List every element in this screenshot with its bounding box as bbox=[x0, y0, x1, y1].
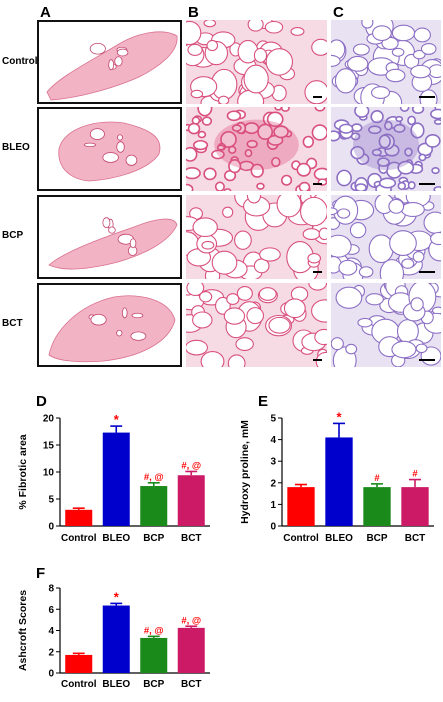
y-tick-label: 8 bbox=[48, 584, 54, 595]
scale-bar bbox=[313, 271, 322, 273]
x-tick-label-control: Control bbox=[61, 533, 97, 544]
scale-bar bbox=[419, 359, 435, 361]
bar-bct bbox=[177, 475, 205, 526]
y-tick-label: 0 bbox=[48, 522, 54, 533]
significance-label: # bbox=[412, 469, 418, 480]
lung-section-thumbnail-icon bbox=[39, 109, 180, 189]
significance-label: #, @ bbox=[144, 625, 164, 636]
y-tick-label: 6 bbox=[48, 605, 54, 616]
panel-label-d: D bbox=[36, 393, 47, 410]
micrograph-c-1 bbox=[331, 20, 441, 104]
significance-label: #, @ bbox=[181, 615, 201, 626]
bar-control bbox=[65, 509, 93, 526]
y-tick-label: 20 bbox=[43, 414, 55, 425]
bar-bleo bbox=[325, 437, 353, 526]
bar-bct bbox=[177, 627, 205, 673]
trichrome-stain-micrograph-icon bbox=[331, 20, 441, 104]
row-label-bleo: BLEO bbox=[2, 142, 30, 153]
row-label-control: Control bbox=[2, 56, 38, 67]
he-stain-micrograph-icon bbox=[186, 195, 327, 279]
scale-bar bbox=[419, 271, 435, 273]
x-tick-label-control: Control bbox=[61, 679, 97, 690]
y-tick-label: 5 bbox=[270, 414, 276, 425]
y-tick-label: 15 bbox=[43, 441, 55, 452]
micrograph-a-4 bbox=[37, 283, 182, 367]
lung-section-thumbnail-icon bbox=[39, 197, 180, 277]
panel-label-c: C bbox=[333, 4, 344, 21]
x-tick-label-bct: BCT bbox=[405, 533, 426, 544]
micrograph-a-2 bbox=[37, 107, 182, 191]
bar-control bbox=[287, 487, 315, 526]
bar-bct bbox=[401, 487, 429, 526]
bar-bcp bbox=[140, 486, 168, 526]
x-tick-label-bct: BCT bbox=[181, 533, 202, 544]
bar-bcp bbox=[140, 637, 168, 673]
x-tick-label-bcp: BCP bbox=[143, 533, 164, 544]
bar-control bbox=[65, 654, 93, 673]
trichrome-stain-micrograph-icon bbox=[331, 195, 441, 279]
row-label-bct: BCT bbox=[2, 318, 23, 329]
bar-bcp bbox=[363, 487, 391, 526]
trichrome-stain-micrograph-icon bbox=[331, 283, 441, 367]
y-axis-label: Ashcroft Scores bbox=[17, 590, 29, 671]
panel-label-b: B bbox=[188, 4, 199, 21]
bar-bleo bbox=[102, 605, 130, 673]
y-tick-label: 2 bbox=[48, 647, 54, 658]
he-stain-micrograph-icon bbox=[186, 283, 327, 367]
bar-bleo bbox=[102, 432, 130, 526]
significance-label: #, @ bbox=[181, 460, 201, 471]
y-axis-label: Hydroxy proline, mM bbox=[239, 420, 251, 524]
he-stain-micrograph-icon bbox=[186, 20, 327, 104]
panel-label-f: F bbox=[36, 565, 46, 582]
x-tick-label-bleo: BLEO bbox=[325, 533, 353, 544]
scale-bar bbox=[419, 183, 435, 185]
x-tick-label-bcp: BCP bbox=[143, 679, 164, 690]
significance-label: # bbox=[374, 473, 380, 484]
y-tick-label: 10 bbox=[43, 468, 55, 479]
y-axis-label: % Fibrotic area bbox=[17, 434, 29, 509]
micrograph-c-2 bbox=[331, 107, 441, 191]
significance-label: #, @ bbox=[144, 472, 164, 483]
panel-label-e: E bbox=[258, 393, 269, 410]
micrograph-c-4 bbox=[331, 283, 441, 367]
trichrome-stain-micrograph-icon bbox=[331, 107, 441, 191]
micrograph-b-4 bbox=[186, 283, 327, 367]
chart-hydroxy-proline: 0 1 2 3 4 5 Hydroxy proline, mM Control * BLEO # BC… bbox=[239, 409, 434, 544]
significance-label: * bbox=[114, 412, 120, 427]
y-tick-label: 4 bbox=[48, 626, 54, 637]
y-tick-label: 0 bbox=[270, 522, 276, 533]
he-stain-micrograph-icon bbox=[186, 107, 327, 191]
scale-bar bbox=[313, 183, 322, 185]
significance-label: * bbox=[336, 409, 342, 424]
chart-fibrotic-area: 0 5 10 15 20 % Fibrotic area Control * BLEO #, @ B… bbox=[17, 412, 210, 544]
y-tick-label: 2 bbox=[270, 478, 276, 489]
micrograph-b-2 bbox=[186, 107, 327, 191]
row-label-bcp: BCP bbox=[2, 230, 24, 241]
x-tick-label-control: Control bbox=[283, 533, 319, 544]
y-tick-label: 4 bbox=[270, 435, 276, 446]
panel-label-a: A bbox=[40, 4, 51, 21]
micrograph-c-3 bbox=[331, 195, 441, 279]
micrograph-a-1 bbox=[37, 20, 182, 104]
micrograph-b-3 bbox=[186, 195, 327, 279]
x-tick-label-bct: BCT bbox=[181, 679, 202, 690]
x-tick-label-bleo: BLEO bbox=[102, 679, 130, 690]
y-tick-label: 1 bbox=[270, 500, 276, 511]
x-tick-label-bcp: BCP bbox=[366, 533, 387, 544]
y-tick-label: 0 bbox=[48, 669, 54, 680]
chart-ashcroft-scores: 0 2 4 6 8 Ashcroft Scores Control * BLEO #, @ BCP #… bbox=[17, 584, 210, 690]
scale-bar bbox=[313, 96, 322, 98]
x-tick-label-bleo: BLEO bbox=[102, 533, 130, 544]
scale-bar bbox=[419, 96, 435, 98]
significance-label: * bbox=[114, 589, 120, 604]
y-tick-label: 5 bbox=[48, 495, 54, 506]
micrograph-a-3 bbox=[37, 195, 182, 279]
y-tick-label: 3 bbox=[270, 457, 276, 468]
micrograph-b-1 bbox=[186, 20, 327, 104]
scale-bar bbox=[313, 359, 322, 361]
lung-section-thumbnail-icon bbox=[39, 285, 180, 365]
lung-section-thumbnail-icon bbox=[39, 22, 180, 102]
